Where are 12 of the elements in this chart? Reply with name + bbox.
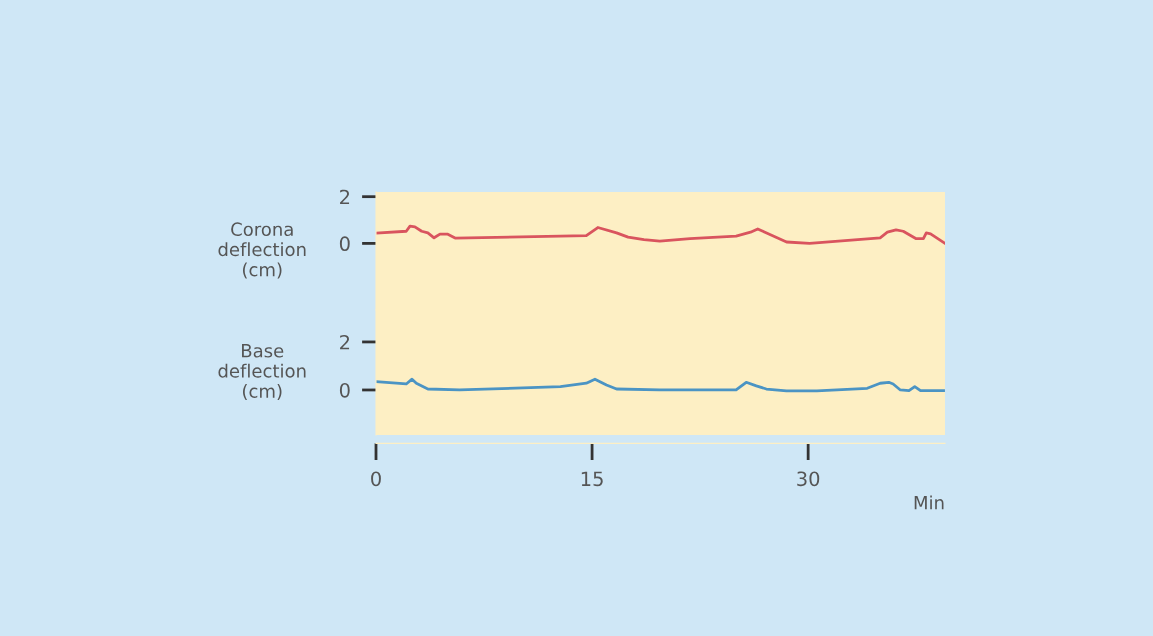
y-axis-title: Corona deflection (cm) — [218, 222, 306, 279]
x-tick-label: 0 — [371, 471, 381, 487]
y-tick-label: 2 — [340, 334, 350, 350]
x-axis-title: Min — [914, 495, 944, 510]
line-series — [376, 224, 945, 245]
line-series — [376, 377, 945, 393]
y-tick-label: 0 — [339, 236, 350, 252]
y-axis-title: Base deflection (cm) — [218, 344, 306, 401]
x-tick-label: 15 — [581, 471, 603, 487]
x-tick-label: 30 — [797, 471, 820, 487]
y-tick-label: 0 — [339, 382, 350, 398]
y-tick-label: 2 — [340, 189, 350, 205]
